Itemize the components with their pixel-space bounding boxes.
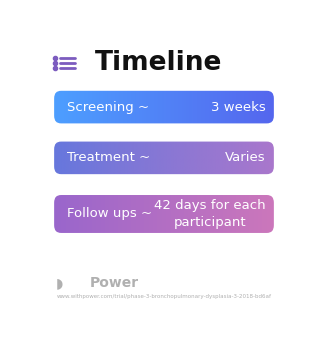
Text: Screening ~: Screening ~ <box>67 101 149 113</box>
Text: Timeline: Timeline <box>95 50 222 76</box>
Text: Treatment ~: Treatment ~ <box>67 151 150 164</box>
Text: Follow ups ~: Follow ups ~ <box>67 208 152 220</box>
Text: 42 days for each
participant: 42 days for each participant <box>154 199 266 229</box>
Text: ◗: ◗ <box>56 277 63 290</box>
Text: Power: Power <box>90 277 139 290</box>
Text: 3 weeks: 3 weeks <box>211 101 266 113</box>
Text: Varies: Varies <box>225 151 266 164</box>
Text: www.withpower.com/trial/phase-3-bronchopulmonary-dysplasia-3-2018-bd6af: www.withpower.com/trial/phase-3-bronchop… <box>57 294 271 298</box>
